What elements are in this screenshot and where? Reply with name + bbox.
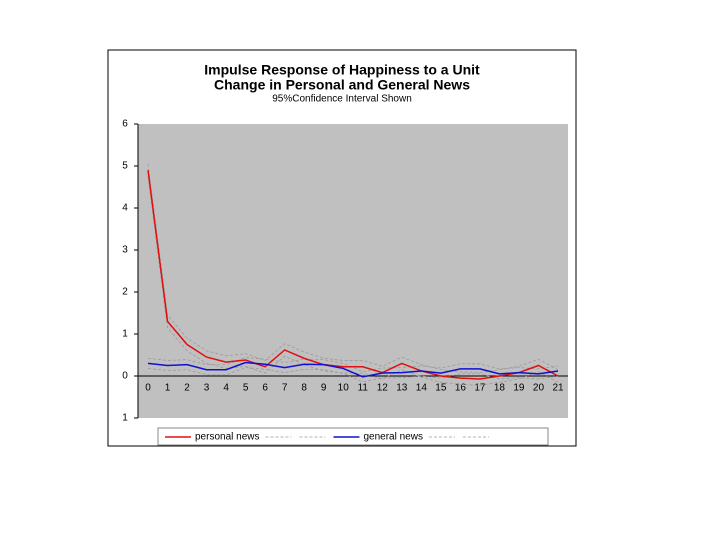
confidence-band	[147, 367, 559, 383]
x-tick-label: 20	[533, 383, 545, 394]
x-tick-label: 8	[301, 383, 307, 394]
y-tick-label: 1	[122, 413, 128, 424]
legend-label: general news	[363, 432, 422, 443]
x-tick-label: 4	[223, 383, 229, 394]
x-tick-label: 13	[396, 383, 408, 394]
y-tick-label: 2	[122, 287, 128, 298]
chart-title: Impulse Response of Happiness to a Unit	[204, 62, 480, 78]
x-tick-label: 5	[243, 383, 249, 394]
x-tick-label: 3	[204, 383, 210, 394]
chart-subtitle: 95%Confidence Interval Shown	[272, 94, 412, 105]
confidence-band	[147, 357, 559, 373]
x-tick-label: 17	[474, 383, 486, 394]
x-tick-label: 18	[494, 383, 506, 394]
x-tick-label: 19	[513, 383, 525, 394]
x-tick-label: 9	[321, 383, 327, 394]
legend-label: personal news	[195, 432, 259, 443]
x-tick-label: 10	[338, 383, 350, 394]
x-tick-label: 0	[145, 383, 151, 394]
x-tick-label: 2	[184, 383, 190, 394]
x-tick-label: 6	[262, 383, 268, 394]
x-tick-label: 12	[377, 383, 389, 394]
x-tick-label: 11	[358, 383, 369, 394]
x-tick-label: 21	[552, 383, 564, 394]
x-tick-label: 14	[416, 383, 428, 394]
y-tick-label: 0	[122, 371, 128, 382]
series-line	[147, 361, 559, 378]
series-line	[147, 170, 559, 380]
x-tick-label: 16	[455, 383, 467, 394]
confidence-band	[147, 176, 559, 386]
y-tick-label: 1	[122, 329, 128, 340]
y-tick-label: 6	[122, 119, 128, 130]
chart-title: Change in Personal and General News	[214, 77, 470, 93]
y-tick-label: 5	[122, 161, 128, 172]
x-tick-label: 7	[282, 383, 288, 394]
x-tick-label: 1	[165, 383, 171, 394]
y-tick-label: 4	[122, 203, 128, 214]
x-tick-label: 15	[435, 383, 447, 394]
y-tick-label: 3	[122, 245, 128, 256]
